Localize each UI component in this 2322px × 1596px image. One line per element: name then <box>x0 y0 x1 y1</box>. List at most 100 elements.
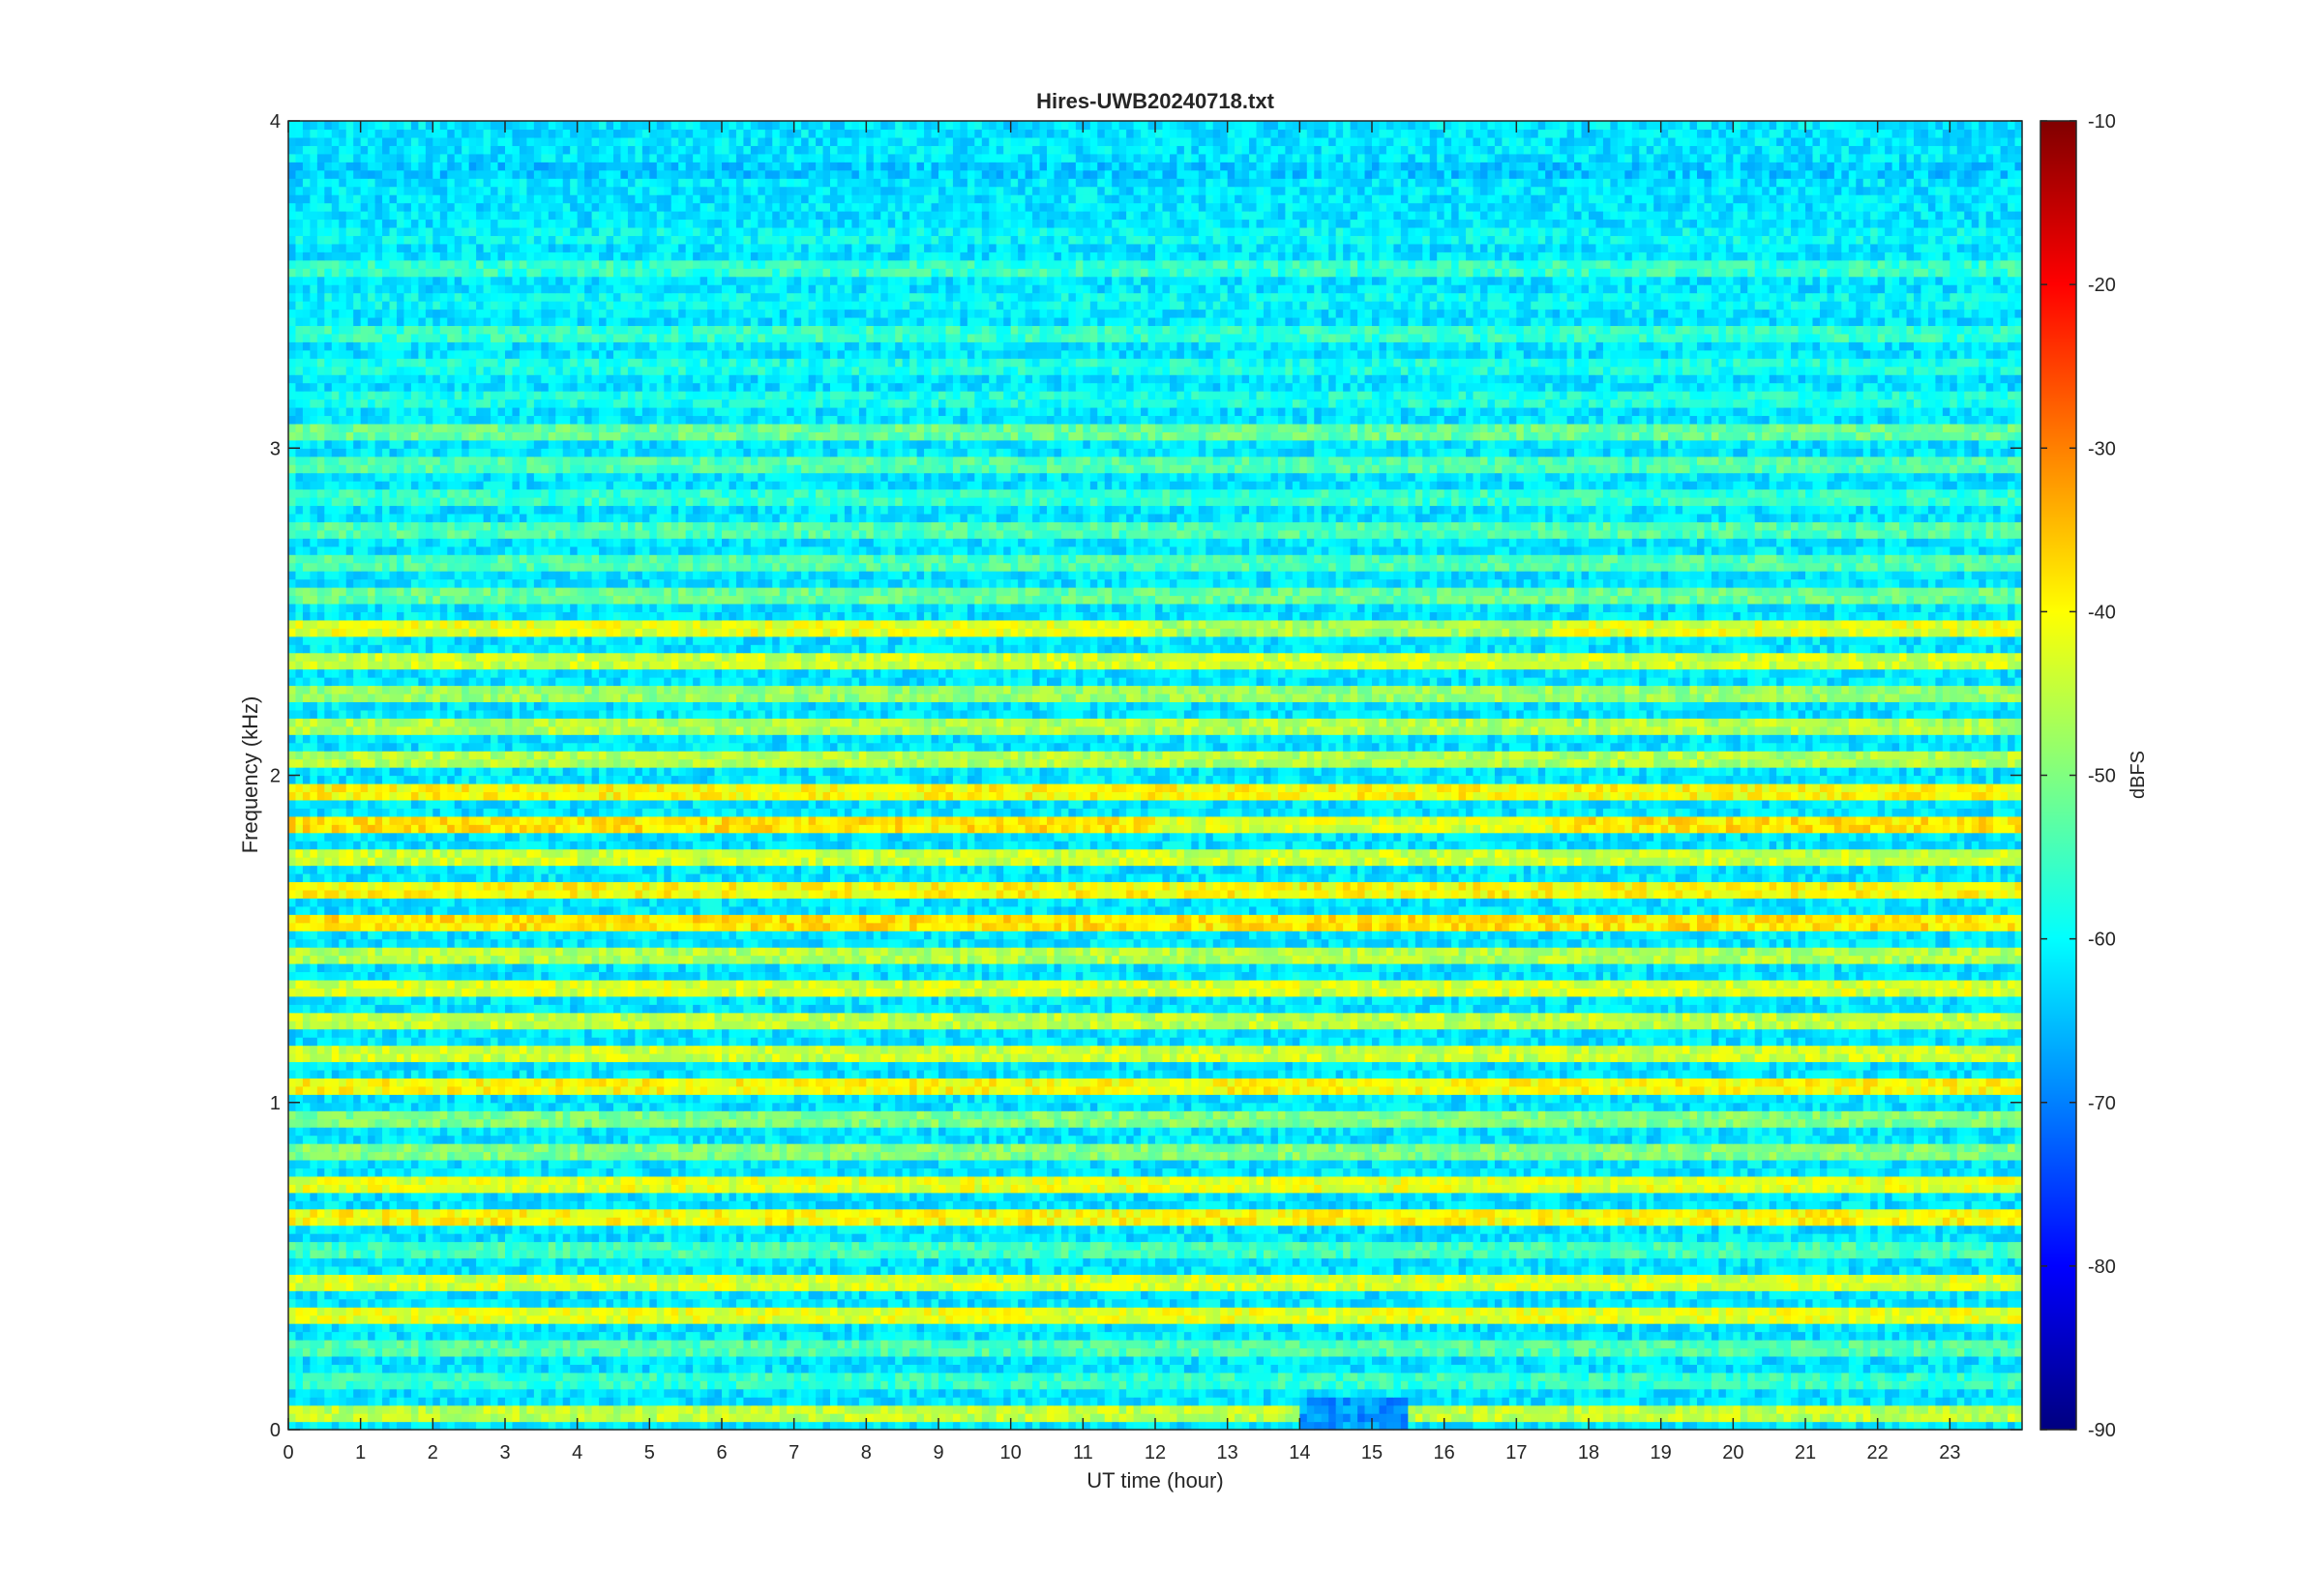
heatmap-cell <box>1415 1380 1423 1389</box>
heatmap-cell <box>1314 1397 1322 1405</box>
heatmap-cell <box>1026 1413 1033 1422</box>
heatmap-cell <box>874 1405 881 1414</box>
heatmap-cell <box>809 1397 817 1405</box>
heatmap-cell <box>1531 1364 1538 1373</box>
heatmap-cell <box>534 1405 542 1414</box>
heatmap-cell <box>1213 1323 1221 1332</box>
heatmap-cell <box>1676 1323 1683 1332</box>
heatmap-cell <box>1776 1413 1784 1422</box>
heatmap-cell <box>461 1422 469 1431</box>
heatmap-cell <box>1285 1356 1293 1365</box>
heatmap-cell <box>1105 1380 1113 1389</box>
heatmap-cell <box>1119 1323 1127 1332</box>
heatmap-cell <box>787 1340 794 1348</box>
heatmap-cell <box>1784 1323 1792 1332</box>
heatmap-cell <box>1379 1356 1386 1365</box>
heatmap-cell <box>382 1315 390 1324</box>
heatmap-cell <box>700 1356 708 1365</box>
heatmap-cell <box>1972 1315 1980 1324</box>
heatmap-cell <box>830 1397 838 1405</box>
heatmap-cell <box>1870 1332 1878 1341</box>
heatmap-cell <box>1624 1422 1632 1431</box>
heatmap-cell <box>310 1373 317 1381</box>
heatmap-cell <box>1899 1323 1907 1332</box>
heatmap-cell <box>1026 1340 1033 1348</box>
heatmap-cell <box>1126 1340 1134 1348</box>
heatmap-cell <box>353 1332 361 1341</box>
heatmap-cell <box>1964 1364 1972 1373</box>
heatmap-cell <box>1336 1347 1344 1356</box>
heatmap-cell <box>1878 1373 1886 1381</box>
heatmap-cell <box>1993 1356 2001 1365</box>
heatmap-cell <box>642 1332 650 1341</box>
heatmap-cell <box>317 1332 325 1341</box>
heatmap-cell <box>678 1405 686 1414</box>
heatmap-cell <box>909 1364 917 1373</box>
heatmap-cell <box>599 1347 607 1356</box>
heatmap-cell <box>1235 1413 1242 1422</box>
heatmap-cell <box>678 1323 686 1332</box>
heatmap-cell <box>903 1380 910 1389</box>
heatmap-cell <box>563 1373 571 1381</box>
heatmap-cell <box>469 1356 477 1365</box>
heatmap-cell <box>346 1307 354 1315</box>
heatmap-cell <box>1235 1347 1242 1356</box>
heatmap-cell <box>1682 1364 1690 1373</box>
heatmap-cell <box>1755 1373 1763 1381</box>
heatmap-cell <box>1545 1422 1553 1431</box>
heatmap-cell <box>1474 1315 1481 1324</box>
heatmap-cell <box>476 1356 484 1365</box>
heatmap-cell <box>368 1389 375 1398</box>
heatmap-cell <box>549 1323 556 1332</box>
heatmap-cell <box>968 1422 975 1431</box>
heatmap-cell <box>332 1373 340 1381</box>
heatmap-cell <box>1632 1332 1640 1341</box>
heatmap-cell <box>938 1364 946 1373</box>
heatmap-cell <box>1047 1307 1055 1315</box>
heatmap-cell <box>555 1340 563 1348</box>
heatmap-cell <box>555 1315 563 1324</box>
heatmap-cell <box>1040 1356 1048 1365</box>
heatmap-cell <box>1148 1340 1156 1348</box>
heatmap-cell <box>1018 1315 1026 1324</box>
heatmap-cell <box>678 1356 686 1365</box>
heatmap-cell <box>664 1340 671 1348</box>
heatmap-cell <box>924 1389 932 1398</box>
heatmap-cell <box>1647 1315 1654 1324</box>
heatmap-cell <box>1365 1397 1373 1405</box>
heatmap-cell <box>411 1347 419 1356</box>
heatmap-cell <box>1827 1389 1834 1398</box>
heatmap-cell <box>1003 1380 1011 1389</box>
heatmap-cell <box>1466 1364 1474 1373</box>
heatmap-cell <box>1603 1413 1611 1422</box>
heatmap-cell <box>1126 1323 1134 1332</box>
heatmap-cell <box>288 1356 296 1365</box>
heatmap-cell <box>1827 1397 1834 1405</box>
heatmap-cell <box>1567 1364 1575 1373</box>
heatmap-cell <box>382 1307 390 1315</box>
heatmap-cell <box>1379 1422 1386 1431</box>
heatmap-cell <box>1285 1422 1293 1431</box>
heatmap-cell <box>1235 1405 1242 1414</box>
heatmap-cell <box>851 1340 859 1348</box>
heatmap-cell <box>657 1332 665 1341</box>
heatmap-cell <box>1003 1347 1011 1356</box>
heatmap-cell <box>1676 1413 1683 1422</box>
heatmap-cell <box>403 1356 411 1365</box>
heatmap-cell <box>657 1397 665 1405</box>
heatmap-cell <box>1524 1380 1532 1389</box>
heatmap-cell <box>1401 1373 1409 1381</box>
heatmap-cell <box>1920 1340 1928 1348</box>
heatmap-cell <box>1372 1380 1380 1389</box>
heatmap-cell <box>440 1413 448 1422</box>
heatmap-cell <box>657 1323 665 1332</box>
heatmap-cell <box>743 1307 751 1315</box>
heatmap-cell <box>628 1405 636 1414</box>
heatmap-cell <box>1820 1389 1828 1398</box>
heatmap-cell <box>830 1413 838 1422</box>
heatmap-cell <box>534 1356 542 1365</box>
heatmap-cell <box>1668 1307 1676 1315</box>
heatmap-cell <box>491 1340 498 1348</box>
heatmap-cell <box>1061 1356 1069 1365</box>
heatmap-cell <box>1618 1380 1625 1389</box>
